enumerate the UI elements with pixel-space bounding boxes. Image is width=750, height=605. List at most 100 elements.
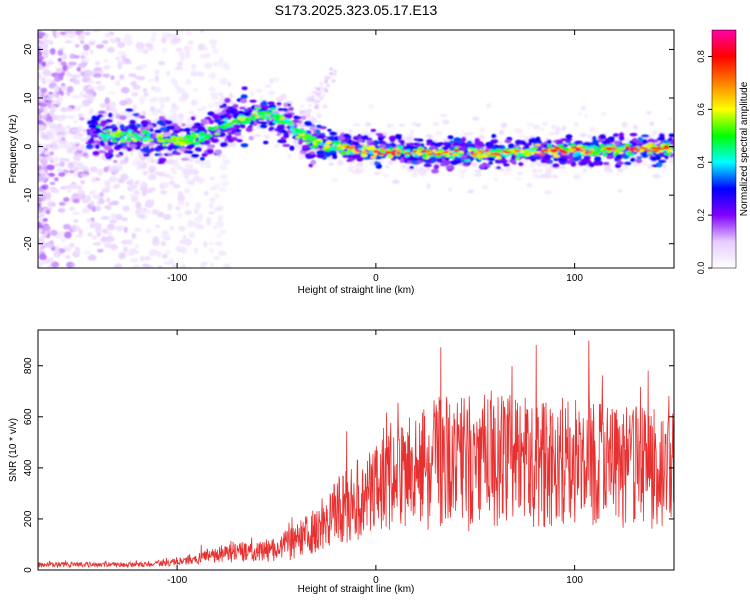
spectrogram-noise-cell bbox=[207, 87, 217, 92]
spectrogram-noise-cell bbox=[73, 166, 79, 172]
spectrogram-noise-cell bbox=[138, 96, 146, 103]
spectrogram-noise-cell bbox=[86, 89, 94, 95]
spectrogram-peak-cell bbox=[349, 145, 356, 148]
spectrogram-noise-cell bbox=[187, 220, 194, 228]
spectrogram-noise-cell bbox=[203, 191, 210, 196]
spectrogram-band-cell bbox=[496, 166, 501, 170]
spectrogram-noise-cell bbox=[211, 43, 216, 50]
spectrogram-band-cell bbox=[135, 141, 144, 145]
spectrogram-noise-cell bbox=[90, 176, 97, 184]
spectrogram-halo-cell bbox=[433, 122, 440, 127]
spectrogram-band-cell bbox=[316, 150, 325, 155]
spectrogram-halo-cell bbox=[50, 142, 58, 147]
spectrogram-peak-cell bbox=[629, 147, 637, 150]
spectrogram-noise-cell bbox=[47, 133, 55, 140]
spectrogram-noise-cell bbox=[201, 105, 207, 111]
spectrogram-core-cell bbox=[284, 118, 290, 122]
spectrogram-core-cell bbox=[417, 152, 423, 156]
spectrogram-noise-cell bbox=[185, 116, 192, 122]
spectrogram-noise-cell bbox=[71, 225, 76, 230]
spectrogram-halo-cell bbox=[110, 107, 116, 112]
spectrogram-band-cell bbox=[641, 134, 650, 138]
spectrogram-noise-cell bbox=[185, 30, 193, 36]
spectrogram-halo-cell bbox=[533, 124, 541, 130]
spectrogram-noise-cell bbox=[60, 236, 67, 243]
spectrogram-core-cell bbox=[365, 146, 373, 151]
spectrogram-band-cell bbox=[154, 129, 163, 134]
spectrogram-halo-cell bbox=[648, 132, 656, 137]
spectrogram-halo-cell bbox=[38, 126, 44, 131]
spectrogram-band-cell bbox=[555, 139, 564, 143]
spectrogram-noise-cell bbox=[42, 37, 51, 44]
spectrogram-core-cell bbox=[251, 111, 258, 115]
spectrogram-halo-cell bbox=[496, 140, 503, 145]
spectrogram-noise-cell bbox=[54, 177, 59, 182]
spectrogram-halo-cell bbox=[65, 130, 72, 135]
spectrogram-noise-cell bbox=[44, 52, 49, 59]
spectrogram-halo-cell bbox=[311, 118, 318, 124]
spectrogram-band-cell bbox=[328, 135, 335, 142]
spectrogram-noise-cell bbox=[55, 67, 63, 74]
spectrogram-halo-cell bbox=[147, 156, 155, 162]
spectrogram-core-cell bbox=[131, 132, 136, 136]
spectrogram-band-cell bbox=[211, 139, 217, 143]
spectrogram-noise-cell bbox=[45, 241, 54, 248]
spectrogram-noise-cell bbox=[47, 265, 53, 268]
spectrogram-band-cell bbox=[607, 136, 615, 140]
spectrogram-halo-cell bbox=[237, 135, 245, 139]
spectrogram-noise-cell bbox=[171, 170, 178, 175]
spectrogram-halo-cell bbox=[116, 163, 121, 169]
spectrogram-core-cell bbox=[417, 146, 425, 151]
spectrogram-band-cell bbox=[535, 136, 541, 142]
spectrogram-noise-cell bbox=[145, 199, 155, 205]
spectrogram-noise-cell bbox=[162, 260, 172, 265]
spectrogram-peak-cell bbox=[540, 149, 546, 152]
spectrogram-band-cell bbox=[240, 94, 248, 99]
spectrogram-noise-cell bbox=[117, 60, 126, 65]
spectrogram-noise-cell bbox=[72, 198, 80, 204]
spectrogram-halo-cell bbox=[582, 168, 588, 173]
spectrogram-peak-cell bbox=[425, 152, 430, 155]
spectrogram-peak-cell bbox=[428, 153, 433, 156]
spectrogram-core-cell bbox=[664, 151, 672, 156]
spectrogram-noise-cell bbox=[145, 228, 152, 234]
spectrogram-noise-cell bbox=[100, 216, 110, 220]
spectrogram-halo-cell bbox=[621, 121, 628, 128]
spectrogram-band-cell bbox=[92, 150, 100, 156]
spectrogram-noise-cell bbox=[39, 195, 46, 200]
spectrogram-noise-cell bbox=[69, 242, 75, 249]
spectrogram-band-cell bbox=[156, 144, 164, 150]
spectrogram-halo-cell bbox=[70, 127, 79, 134]
spectrogram-band-cell bbox=[89, 136, 95, 142]
spectrogram-halo-cell bbox=[584, 114, 589, 118]
spectrogram-core-cell bbox=[458, 152, 463, 156]
spectrogram-halo-cell bbox=[66, 125, 71, 130]
spectrogram-noise-cell bbox=[155, 251, 163, 258]
spectrogram-peak-cell bbox=[587, 151, 593, 154]
spectrogram-peak-cell bbox=[643, 148, 648, 151]
spectrogram-noise-cell bbox=[40, 131, 46, 139]
spectrogram-noise-cell bbox=[104, 205, 110, 209]
spectrogram-noise-cell bbox=[200, 53, 208, 59]
spectrogram-band-cell bbox=[454, 160, 463, 164]
spectrogram-core-cell bbox=[185, 141, 192, 144]
spectrogram-halo-cell bbox=[131, 92, 139, 97]
spectrogram-band-cell bbox=[172, 125, 181, 130]
spectrogram-core-cell bbox=[269, 107, 276, 111]
spectrogram-noise-cell bbox=[191, 221, 196, 226]
snr-panel: -100 0 100 0 200 400 600 800 Height of straigh… bbox=[8, 329, 675, 595]
spectrogram-peak-cell bbox=[396, 149, 402, 152]
spectrogram-band-cell bbox=[276, 124, 285, 130]
spectrogram-noise-cell bbox=[94, 60, 100, 66]
spectrogram-noise-cell bbox=[135, 201, 142, 209]
spectrogram-band-cell bbox=[201, 152, 208, 157]
spectrogram-halo-cell bbox=[391, 179, 400, 184]
spectrogram-noise-cell bbox=[128, 183, 136, 191]
spectrogram-band-cell bbox=[589, 162, 595, 168]
spectrogram-band-cell bbox=[668, 133, 674, 138]
spectrogram-noise-cell bbox=[60, 107, 68, 113]
spectrogram-noise-cell bbox=[60, 186, 67, 190]
spectrogram-noise-cell bbox=[77, 62, 87, 69]
figure-title: S173.2025.323.05.17.E13 bbox=[275, 2, 438, 18]
spectrogram-noise-cell bbox=[38, 51, 43, 57]
